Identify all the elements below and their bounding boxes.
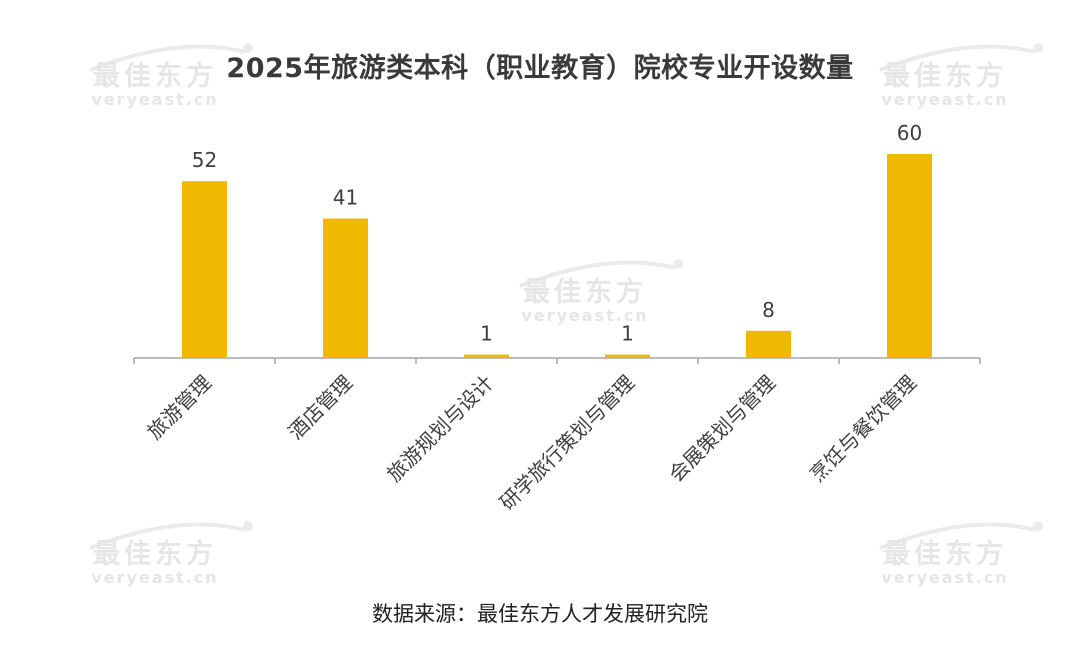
data-source-note: 数据来源：最佳东方人才发展研究院 bbox=[372, 602, 708, 626]
bar bbox=[464, 354, 509, 358]
watermark-swoosh-icon bbox=[89, 43, 253, 72]
data-label: 1 bbox=[480, 322, 493, 346]
data-label: 60 bbox=[897, 121, 922, 145]
data-label: 8 bbox=[762, 298, 775, 322]
watermark-swoosh-icon bbox=[89, 521, 253, 550]
watermark-swoosh-icon bbox=[519, 259, 683, 288]
bar bbox=[323, 218, 368, 358]
x-tick-label: 烹饪与餐饮管理 bbox=[805, 371, 921, 487]
watermark-logo: 最佳东方 veryeast.cn bbox=[70, 40, 270, 120]
watermark-text-en: veryeast.cn bbox=[881, 568, 1009, 587]
x-tick-label: 旅游管理 bbox=[142, 371, 216, 445]
watermark-text-en: veryeast.cn bbox=[881, 90, 1009, 109]
watermark-logo: 最佳东方 veryeast.cn bbox=[860, 518, 1060, 598]
watermark-text-en: veryeast.cn bbox=[91, 568, 219, 587]
x-tick-label: 研学旅行策划与管理 bbox=[495, 371, 639, 515]
data-label: 41 bbox=[333, 186, 358, 210]
watermark-logo: 最佳东方 veryeast.cn bbox=[500, 256, 700, 336]
bar bbox=[182, 181, 227, 358]
x-tick-label: 酒店管理 bbox=[283, 371, 357, 445]
watermark-swoosh-icon bbox=[879, 43, 1043, 72]
watermark-logo: 最佳东方 veryeast.cn bbox=[70, 518, 270, 598]
watermark-text-cn: 最佳东方 bbox=[93, 539, 217, 570]
data-label: 52 bbox=[192, 148, 217, 172]
bar-chart: 52 旅游管理 41 酒店管理 1 旅游规划与设计 1 研学旅行策划与管理 8 会展策划与管理 60… bbox=[133, 121, 981, 515]
chart-title: 2025年旅游类本科（职业教育）院校专业开设数量 bbox=[226, 53, 854, 84]
bar bbox=[605, 354, 650, 358]
watermark-text-en: veryeast.cn bbox=[91, 90, 219, 109]
data-label: 1 bbox=[621, 322, 634, 346]
watermark-text-en: veryeast.cn bbox=[521, 306, 649, 325]
watermark-swoosh-icon bbox=[879, 521, 1043, 550]
watermark-logo: 最佳东方 veryeast.cn bbox=[860, 40, 1060, 120]
bar bbox=[887, 154, 932, 358]
x-tick-label: 会展策划与管理 bbox=[664, 371, 780, 487]
watermark-text-cn: 最佳东方 bbox=[883, 61, 1007, 92]
watermark-text-cn: 最佳东方 bbox=[93, 61, 217, 92]
bar bbox=[746, 330, 791, 358]
watermark-text-cn: 最佳东方 bbox=[883, 539, 1007, 570]
watermark-text-cn: 最佳东方 bbox=[523, 277, 647, 308]
x-tick-label: 旅游规划与设计 bbox=[382, 371, 498, 487]
